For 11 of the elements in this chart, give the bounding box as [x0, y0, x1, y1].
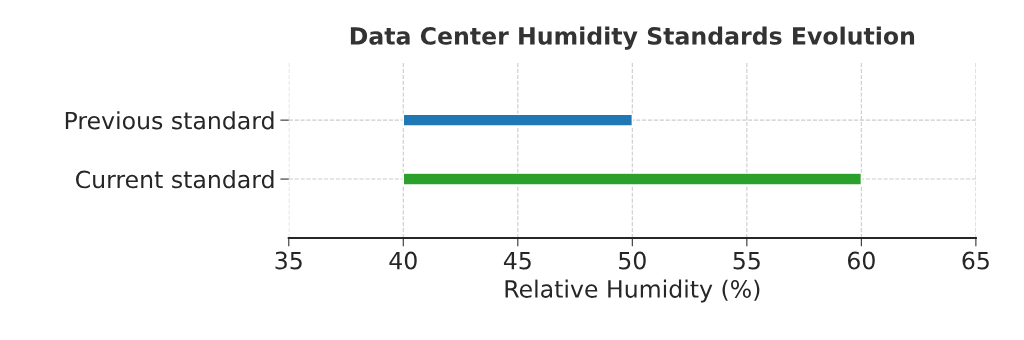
chart-title: Data Center Humidity Standards Evolution: [350, 26, 915, 50]
x-tick-label: 65: [962, 251, 989, 270]
x-tick-label: 50: [619, 251, 646, 270]
x-tick-label: 40: [389, 251, 417, 270]
x-axis-title: Relative Humidity (%): [505, 279, 760, 303]
x-tick-label: 60: [847, 251, 875, 270]
x-tick-label: 35: [275, 251, 302, 270]
y-tick-label: Previous standard: [65, 111, 274, 130]
y-tick-label: Current standard: [76, 170, 274, 189]
x-tick-label: 55: [733, 251, 760, 270]
x-tick-label: 45: [503, 251, 531, 270]
